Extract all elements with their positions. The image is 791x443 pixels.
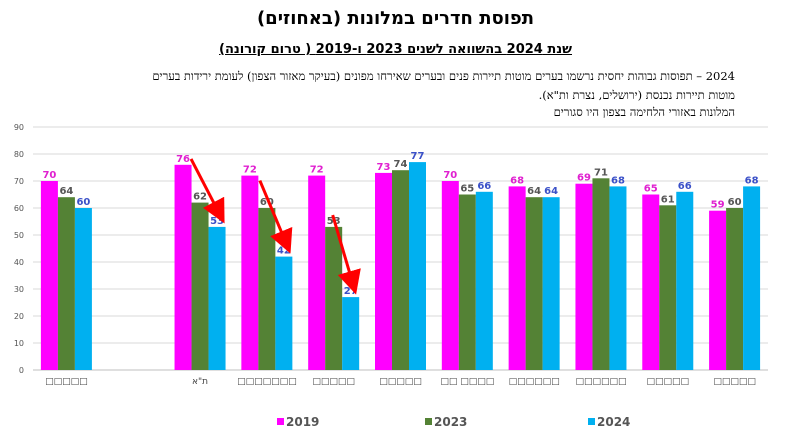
category-label: □□□□□ [45,377,88,387]
data-label: 66 [678,181,692,192]
bar-2019 [375,172,392,370]
bar-2024 [542,197,560,370]
data-label: 70 [443,170,457,181]
bar-2023 [392,170,409,370]
bar-2024 [74,208,92,370]
data-label: 60 [728,197,742,208]
description-line-3: המלונות באזורי הלחימה בצפון היו סגורים [553,105,735,119]
data-label: 65 [644,184,658,195]
data-label: 62 [193,192,207,203]
bar-2023 [458,194,476,370]
bar-2023 [191,202,209,370]
y-tick-label: 30 [14,285,24,294]
data-label: 64 [527,186,541,197]
bar-2023 [325,226,343,370]
bar-2024 [609,186,627,370]
bar-2023 [525,197,543,370]
y-tick-label: 40 [14,258,24,267]
bar-2024 [676,191,694,370]
y-tick-label: 10 [14,339,24,348]
category-label: □□□□□□ [575,377,626,387]
bar-2019 [508,186,526,370]
category-label: □□□□□ [379,377,422,387]
data-label: 68 [510,175,524,186]
bar-2019 [40,181,58,370]
data-label: 59 [711,200,725,211]
data-label: 74 [394,159,408,170]
annotation-arrow [189,158,225,224]
data-label: 76 [176,154,190,165]
data-label: 64 [59,186,73,197]
data-label: 65 [460,184,474,195]
bar-2024 [275,256,293,370]
bar-2024 [409,162,426,370]
data-label: 60 [76,197,90,208]
bar-2023 [57,197,75,370]
bar-2019 [709,210,727,370]
y-tick-label: 0 [19,366,24,375]
y-tick-label: 70 [14,177,24,186]
category-label: □□□□□ [312,377,355,387]
data-label: 68 [611,175,625,186]
data-label: 72 [310,165,324,176]
category-label: ת"א [192,377,208,387]
data-label: 69 [577,173,591,184]
y-tick-label: 60 [14,204,24,213]
description-line-1: 2024 – תפוסות גבוהות יחסית נרשמו בערים מ… [152,69,735,83]
bar-2023 [726,208,744,370]
data-label: 71 [594,167,608,178]
legend-label-2023: 2023 [434,415,467,429]
category-label: □□ □□□□ [440,377,494,387]
category-label: □□□□□ [713,377,756,387]
bar-2019 [642,194,660,370]
data-label: 68 [745,175,759,186]
category-label: □□□□□□ [509,377,560,387]
data-label: 27 [344,286,358,297]
data-label: 73 [377,162,391,173]
category-label: □□□□□□□ [237,377,297,387]
bar-2019 [308,175,326,370]
description-line-2: מוטות תיירות נכנסת (ירושלים, נצרת ות"א). [538,88,735,102]
bar-2019 [174,164,192,370]
legend-swatch-2024 [588,418,595,425]
data-label: 64 [544,186,558,197]
bar-2024 [342,297,360,370]
page-title: תפוסת חדרים במלונות (באחוזים) [256,8,535,29]
legend-swatch-2023 [425,418,432,425]
y-tick-label: 50 [14,231,24,240]
y-tick-label: 20 [14,312,24,321]
bar-2023 [659,205,677,370]
data-label: 72 [243,165,257,176]
bar-2024 [208,226,226,370]
bar-2023 [258,208,276,370]
bar-2023 [592,178,610,370]
bar-2019 [441,181,459,370]
category-label: □□□□□ [647,377,690,387]
legend-label-2019: 2019 [286,415,319,429]
chart-subtitle: שנת 2024 בהשוואה לשנים 2023 ו-2019 ( טרו… [219,42,572,57]
data-label: 77 [411,151,425,162]
data-label: 66 [477,181,491,192]
y-tick-label: 80 [14,150,24,159]
y-tick-label: 90 [14,123,24,132]
data-label: 70 [42,170,56,181]
legend-swatch-2019 [277,418,284,425]
data-label: 42 [277,246,291,257]
annotation-arrow [331,214,361,295]
bar-2024 [743,186,761,370]
bar-2024 [475,191,493,370]
legend-label-2024: 2024 [597,415,630,429]
annotation-arrow [258,180,293,254]
bar-2019 [241,175,259,370]
data-label: 53 [210,216,224,227]
bar-2019 [575,183,593,370]
data-label: 60 [260,197,274,208]
data-label: 61 [661,194,675,205]
